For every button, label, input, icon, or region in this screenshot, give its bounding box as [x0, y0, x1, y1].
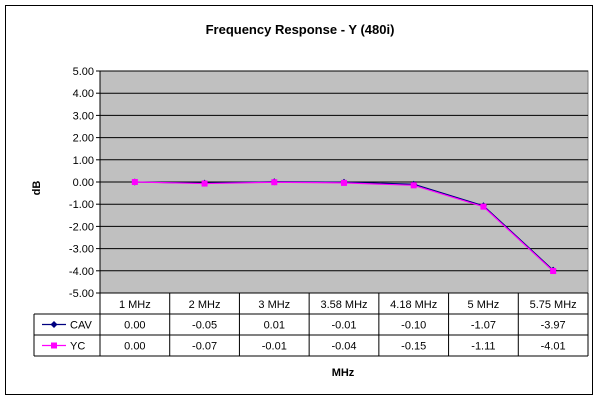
data-label-yc: -0.04 [331, 341, 356, 353]
x-axis-title: MHz [332, 367, 355, 379]
y-tick-label: -3.00 [69, 244, 94, 256]
data-label-yc: 0.00 [124, 341, 145, 353]
x-tick-label: 5.75 MHz [530, 299, 577, 311]
x-tick-label: 1 MHz [119, 299, 151, 311]
y-tick-label: 4.00 [73, 88, 94, 100]
chart-svg: Frequency Response - Y (480i) dB MHz 5.0… [31, 22, 589, 379]
y-tick-label: 3.00 [73, 110, 94, 122]
data-label-cav: 0.01 [264, 320, 285, 332]
x-tick-label: 3.58 MHz [320, 299, 367, 311]
data-label-cav: -0.05 [192, 320, 217, 332]
data-point-yc [131, 179, 138, 185]
data-label-yc: -0.15 [401, 341, 426, 353]
y-tick-label: 0.00 [73, 177, 94, 189]
data-point-yc [271, 179, 278, 186]
data-point-yc [341, 179, 347, 186]
data-point-yc [201, 180, 208, 187]
x-tick-label: 3 MHz [258, 299, 290, 311]
data-table: 1 MHz 2 MHz 3 MHz 3.58 MHz 4.18 MHz 5 MHz 5.75… [33, 292, 589, 357]
y-tick-label: -4.00 [69, 266, 94, 278]
y-tick-label: 5.00 [73, 66, 94, 78]
data-label-cav: 0.00 [124, 320, 145, 332]
legend-label-cav: CAV [70, 320, 92, 332]
data-label-cav: -0.10 [401, 320, 426, 332]
y-axis-title: dB [31, 181, 43, 196]
data-label-yc: -0.07 [192, 341, 217, 353]
chart-title: Frequency Response - Y (480i) [206, 22, 395, 37]
data-label-cav: -1.07 [471, 320, 496, 332]
legend-marker-yc [51, 342, 57, 349]
data-point-yc [410, 182, 417, 189]
y-tick-label: -2.00 [69, 221, 94, 233]
data-point-yc [480, 203, 487, 210]
data-label-yc: -1.11 [471, 341, 495, 353]
y-tick-label: -1.00 [69, 199, 94, 211]
data-label-cav: -3.97 [541, 320, 566, 332]
data-point-yc [550, 268, 557, 275]
y-tick-label: 1.00 [73, 155, 94, 167]
data-label-yc: -0.01 [262, 341, 287, 353]
data-label-yc: -4.01 [541, 341, 566, 353]
x-tick-label: 4.18 MHz [390, 299, 437, 311]
plot-area: 5.00 4.00 3.00 2.00 1.00 0.00 -1.00 -2.00 -3.00 -… [69, 66, 589, 300]
data-label-cav: -0.01 [331, 320, 356, 332]
x-tick-label: 2 MHz [189, 299, 221, 311]
legend-label-yc: YC [70, 341, 85, 353]
y-tick-label: -5.00 [69, 288, 94, 300]
y-tick-label: 2.00 [73, 133, 94, 145]
x-tick-label: 5 MHz [468, 299, 500, 311]
chart-frame: Frequency Response - Y (480i) dB MHz 5.0… [5, 5, 593, 395]
legend-marker-cav [50, 321, 58, 328]
